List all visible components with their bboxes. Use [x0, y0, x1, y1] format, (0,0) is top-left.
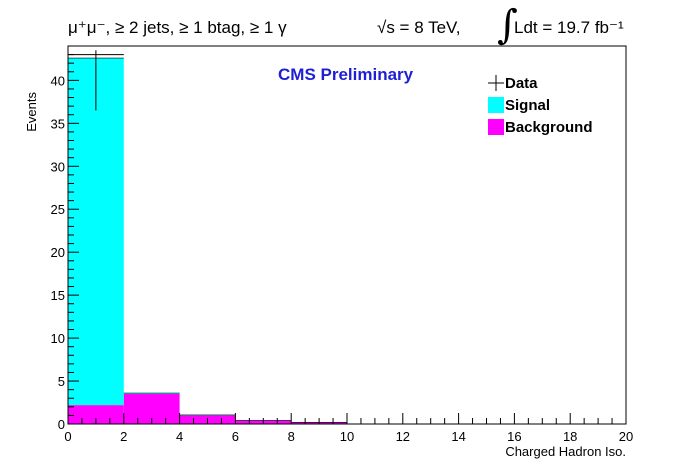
x-tick-label: 16 [507, 429, 521, 444]
legend: Data Signal Background [488, 75, 593, 136]
selection-header: μ⁺μ⁻, ≥ 2 jets, ≥ 1 btag, ≥ 1 γ [68, 18, 287, 37]
bar-signal-1 [123, 393, 180, 394]
cms-preliminary-annotation: CMS Preliminary [278, 65, 414, 84]
lumi-header: Ldt = 19.7 fb⁻¹ [514, 18, 624, 37]
y-tick-label: 30 [51, 159, 65, 174]
histogram-bars [68, 57, 347, 424]
y-tick-label: 0 [58, 417, 65, 432]
x-tick-label: 18 [563, 429, 577, 444]
y-tick-label: 35 [51, 116, 65, 131]
x-tick-label: 10 [340, 429, 354, 444]
y-tick-label: 10 [51, 331, 65, 346]
legend-swatch-signal [488, 97, 504, 113]
data-points [68, 50, 124, 111]
y-tick-label: 5 [58, 374, 65, 389]
legend-swatch-background [488, 119, 504, 135]
legend-label-background: Background [505, 119, 593, 136]
y-tick-label: 25 [51, 202, 65, 217]
x-axis-label: Charged Hadron Iso. [505, 444, 626, 459]
x-tick-label: 0 [64, 429, 71, 444]
x-axis-ticks: 0 2 4 6 8 10 12 14 16 18 20 [64, 413, 633, 444]
x-tick-label: 2 [120, 429, 127, 444]
y-tick-label: 40 [51, 73, 65, 88]
x-tick-label: 14 [451, 429, 465, 444]
y-axis-ticks: 0 5 10 15 20 25 30 35 40 [51, 54, 79, 432]
x-tick-label: 12 [396, 429, 410, 444]
legend-label-signal: Signal [505, 97, 550, 114]
y-tick-label: 15 [51, 288, 65, 303]
energy-header: √s = 8 TeV, [377, 18, 461, 37]
x-tick-label: 4 [176, 429, 183, 444]
bar-signal-0 [68, 58, 124, 406]
integral-sign: ∫ [497, 2, 518, 48]
x-tick-label: 20 [619, 429, 633, 444]
legend-label-data: Data [505, 75, 538, 92]
y-axis-label: Events [24, 92, 39, 132]
x-tick-label: 6 [232, 429, 239, 444]
y-tick-label: 20 [51, 245, 65, 260]
x-tick-label: 8 [288, 429, 295, 444]
